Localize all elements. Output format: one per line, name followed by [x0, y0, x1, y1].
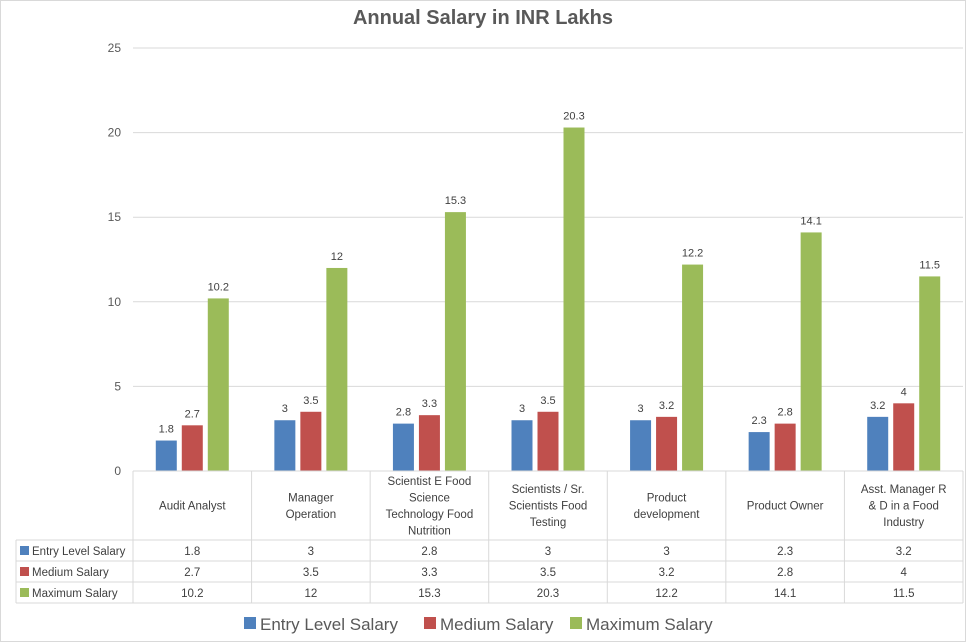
bar — [326, 267, 348, 471]
y-tick-label: 10 — [108, 295, 122, 309]
bar — [774, 423, 796, 471]
category-label: Testing — [530, 517, 566, 529]
bar — [537, 411, 559, 471]
table-cell: 12 — [304, 588, 317, 600]
table-cell: 10.2 — [181, 588, 203, 600]
category-label: Nutrition — [408, 525, 451, 537]
data-label: 3.5 — [540, 395, 555, 407]
data-label: 3 — [282, 403, 288, 415]
bar — [207, 298, 229, 471]
legend-swatch — [244, 617, 256, 629]
legend-swatch — [570, 617, 582, 629]
table-cell: 3.2 — [659, 567, 675, 579]
data-label: 3.2 — [870, 400, 885, 412]
bar — [155, 440, 177, 471]
data-label: 1.8 — [159, 424, 174, 436]
bar — [444, 212, 466, 471]
category-label: Product — [647, 492, 687, 504]
y-tick-label: 0 — [114, 464, 121, 478]
legend-label: Maximum Salary — [586, 615, 713, 634]
category-label: Industry — [883, 517, 924, 529]
bar — [392, 423, 414, 471]
category-label: Manager — [288, 492, 334, 504]
data-label: 11.5 — [919, 259, 940, 271]
legend-label: Medium Salary — [440, 615, 554, 634]
legend-label: Entry Level Salary — [260, 615, 398, 634]
data-label: 2.3 — [751, 415, 766, 427]
y-tick-label: 25 — [108, 41, 122, 55]
table-row-label: Maximum Salary — [32, 588, 118, 600]
table-cell: 15.3 — [418, 588, 440, 600]
bar — [274, 420, 296, 471]
category-label: Operation — [286, 509, 337, 521]
category-label: Scientists Food — [509, 501, 588, 513]
category-label: Audit Analyst — [159, 501, 226, 513]
data-label: 15.3 — [445, 195, 466, 207]
category-label: & D in a Food — [869, 501, 939, 513]
category-label: Science — [409, 492, 450, 504]
table-cell: 3 — [308, 546, 314, 558]
table-cell: 3 — [663, 546, 669, 558]
y-tick-label: 15 — [108, 210, 122, 224]
bar — [181, 425, 203, 471]
data-label: 3.2 — [659, 400, 674, 412]
table-cell: 2.3 — [777, 546, 793, 558]
bar — [563, 127, 585, 472]
data-label: 3.3 — [422, 398, 437, 410]
table-cell: 2.8 — [777, 567, 793, 579]
category-label: development — [634, 509, 701, 521]
table-cell: 1.8 — [184, 546, 200, 558]
bar — [656, 416, 678, 471]
category-label: Scientist E Food — [388, 476, 472, 488]
table-cell: 20.3 — [537, 588, 559, 600]
legend-key-swatch — [20, 588, 29, 597]
category-label: Product Owner — [747, 501, 824, 513]
table-cell: 2.8 — [421, 546, 437, 558]
category-label: Scientists / Sr. — [512, 484, 585, 496]
y-tick-label: 5 — [114, 379, 121, 393]
legend-key-swatch — [20, 546, 29, 555]
bar — [511, 420, 533, 471]
data-label: 4 — [901, 386, 907, 398]
bar — [630, 420, 652, 471]
table-cell: 3 — [545, 546, 551, 558]
table-cell: 3.3 — [421, 567, 437, 579]
legend-swatch — [424, 617, 436, 629]
y-tick-label: 20 — [108, 126, 122, 140]
table-cell: 14.1 — [774, 588, 796, 600]
table-cell: 3.2 — [896, 546, 912, 558]
bar — [800, 232, 822, 471]
data-label: 3.5 — [303, 395, 318, 407]
bar — [867, 416, 889, 471]
bar — [919, 276, 941, 471]
data-label: 2.7 — [185, 408, 200, 420]
table-row-label: Entry Level Salary — [32, 546, 126, 558]
data-label: 14.1 — [800, 215, 821, 227]
category-label: Asst. Manager R — [861, 484, 947, 496]
bar — [893, 403, 915, 471]
bar — [682, 264, 704, 471]
chart-title: Annual Salary in INR Lakhs — [352, 7, 614, 29]
legend-key-swatch — [20, 567, 29, 576]
data-label: 12.2 — [682, 248, 703, 260]
table-cell: 3.5 — [303, 567, 319, 579]
bar — [748, 432, 770, 471]
data-label: 3 — [638, 403, 644, 415]
table-cell: 3.5 — [540, 567, 556, 579]
table-cell: 11.5 — [893, 588, 915, 600]
category-label: Technology Food — [386, 509, 474, 521]
data-label: 10.2 — [208, 281, 229, 293]
data-label: 2.8 — [777, 407, 792, 419]
data-label: 20.3 — [563, 111, 584, 123]
table-cell: 4 — [901, 567, 908, 579]
bar — [418, 415, 440, 471]
table-cell: 12.2 — [655, 588, 677, 600]
table-cell: 2.7 — [184, 567, 200, 579]
data-label: 2.8 — [396, 407, 411, 419]
data-label: 12 — [331, 251, 343, 263]
bar — [300, 411, 322, 471]
table-row-label: Medium Salary — [32, 567, 109, 579]
data-label: 3 — [519, 403, 525, 415]
